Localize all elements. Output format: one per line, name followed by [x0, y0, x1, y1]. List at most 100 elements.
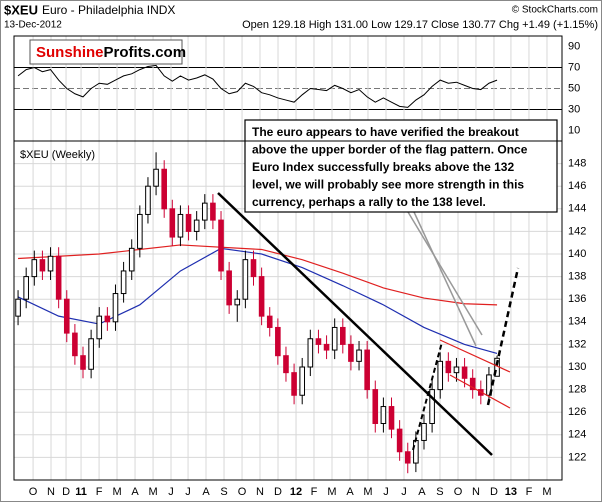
y-tick-label: 134 — [568, 316, 586, 328]
x-tick-label: J — [401, 486, 407, 498]
channel-upper — [439, 339, 511, 373]
candle-body — [218, 219, 224, 272]
candle-body — [145, 185, 151, 215]
candle-body — [445, 360, 452, 374]
candle-body — [461, 366, 468, 379]
y-tick-label: 90 — [568, 40, 580, 52]
candle-body — [234, 298, 241, 306]
candle-body — [15, 298, 21, 317]
candle-body — [315, 338, 322, 345]
x-tick-label: 12 — [290, 486, 302, 498]
y-tick-label: 146 — [568, 180, 586, 192]
candle-body — [307, 338, 314, 368]
x-tick-label: J — [168, 486, 174, 498]
y-tick-label: 148 — [568, 158, 586, 170]
pointer-line — [407, 211, 483, 336]
x-tick-label: D — [62, 486, 70, 498]
candle-body — [356, 349, 362, 362]
symbol: $XEU — [4, 2, 38, 17]
candle-body — [469, 377, 476, 391]
candle-body — [323, 343, 330, 351]
y-tick-label: 132 — [568, 338, 586, 350]
candle-body — [161, 168, 167, 210]
target-line — [486, 267, 520, 406]
candle-body — [388, 406, 395, 430]
y-tick-label: 10 — [568, 124, 580, 136]
y-tick-label: 70 — [568, 61, 580, 73]
x-tick-label: 13 — [505, 486, 517, 498]
grid-layer — [14, 36, 562, 480]
candle-body — [413, 439, 419, 464]
candle-body — [404, 451, 411, 464]
candle-body — [250, 259, 257, 278]
y-tick-label: 138 — [568, 271, 586, 283]
mark-layer — [15, 64, 500, 474]
panel-label: $XEU (Weekly) — [20, 149, 95, 161]
x-tick-label: S — [436, 486, 443, 498]
rsi-line — [17, 64, 498, 108]
y-tick-label: 30 — [568, 103, 580, 115]
logo-part: Sunshine — [36, 44, 104, 61]
candle-body — [275, 326, 281, 357]
candle-body — [258, 276, 265, 317]
candle-body — [291, 372, 297, 396]
x-tick-label: 11 — [75, 486, 87, 498]
y-tick-label: 142 — [568, 225, 586, 237]
x-tick-label: S — [220, 486, 227, 498]
x-tick-label: M — [112, 486, 121, 498]
x-tick-label: A — [346, 486, 354, 498]
candle-body — [453, 366, 460, 374]
candle-body — [96, 315, 103, 340]
candle-body — [364, 349, 370, 391]
candle-body — [193, 219, 200, 232]
y-tick-label: 140 — [568, 248, 586, 260]
y-tick-label: 130 — [568, 361, 586, 373]
candle-body — [226, 270, 232, 306]
x-tick-label: A — [131, 486, 139, 498]
y-tick-label: 124 — [568, 429, 586, 441]
x-tick-label: O — [454, 486, 463, 498]
y-tick-label: 144 — [568, 203, 586, 215]
candle-body — [348, 343, 354, 362]
annotation-line: currency, perhaps a rally to the 138 lev… — [252, 195, 486, 209]
candle-body — [72, 332, 78, 357]
candle-body — [283, 355, 289, 374]
candle-body — [88, 338, 94, 370]
candle-body — [340, 326, 346, 345]
x-tick-label: M — [148, 486, 157, 498]
y-tick-label: 136 — [568, 293, 586, 305]
annotation-line: level, we will probably see more strengt… — [252, 178, 524, 192]
candle-body — [31, 259, 38, 278]
x-tick-label: O — [238, 486, 247, 498]
candle-body — [153, 168, 159, 187]
quote: Open 129.18 High 131.00 Low 129.17 Close… — [242, 19, 598, 31]
candle-body — [169, 208, 176, 238]
candle-body — [39, 259, 46, 272]
candle-body — [137, 213, 143, 249]
candle-body — [201, 202, 208, 221]
x-tick-label: O — [29, 486, 38, 498]
candle-body — [242, 259, 249, 300]
copyright: © StockCharts.com — [512, 5, 598, 16]
candle-body — [63, 298, 70, 334]
x-tick-label: A — [202, 486, 210, 498]
candle-body — [299, 366, 306, 396]
candle-body — [421, 423, 427, 441]
x-tick-label: M — [542, 486, 551, 498]
candle-body — [47, 255, 54, 272]
logo-part: Profits.com — [104, 44, 187, 61]
x-tick-label: M — [363, 486, 372, 498]
candle-body — [80, 355, 86, 370]
candle-body — [210, 202, 216, 221]
candle-body — [380, 406, 387, 424]
logo: SunshineProfits.com — [36, 44, 186, 61]
y-tick-label: 126 — [568, 406, 586, 418]
flagpole-line — [412, 341, 443, 451]
annotation-line: above the upper border of the flag patte… — [252, 143, 528, 157]
downtrend-line — [217, 192, 493, 456]
annotation-line: The euro appears to have verified the br… — [252, 125, 519, 139]
x-tick-label: D — [490, 486, 498, 498]
y-tick-label: 122 — [568, 451, 586, 463]
